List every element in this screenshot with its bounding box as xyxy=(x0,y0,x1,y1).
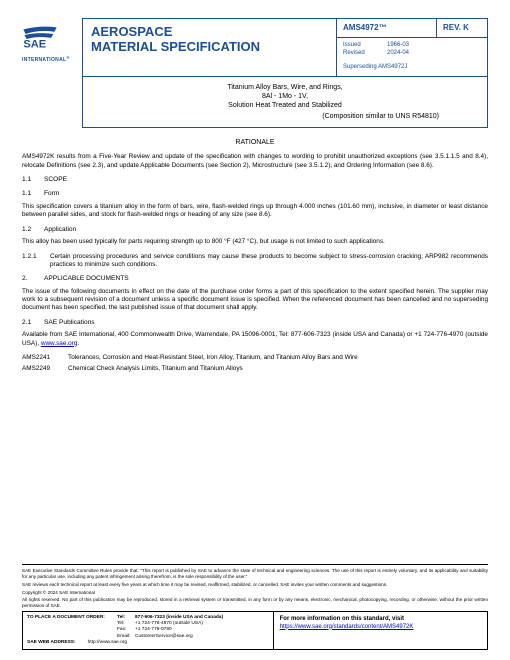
standard-link[interactable]: https://www.sae.org/standards/content/AM… xyxy=(280,624,414,630)
copyright: Copyright © 2024 SAE International xyxy=(22,590,488,596)
form-paragraph: This specification covers a titanium all… xyxy=(22,203,488,220)
fine-print-2: SAE reviews each technical report at lea… xyxy=(22,582,488,588)
rationale-body: AMS4972K results from a Five-Year Review… xyxy=(22,153,488,170)
section-1-1-scope: 1.1SCOPE xyxy=(22,176,488,185)
header-table: AEROSPACE MATERIAL SPECIFICATION AMS4972… xyxy=(82,18,488,77)
doc-title: AEROSPACE MATERIAL SPECIFICATION xyxy=(83,19,337,76)
logo-subtext: INTERNATIONAL® xyxy=(22,57,78,64)
pub-row-ams2241: AMS2241 Tolerances, Corrosion and Heat-R… xyxy=(22,354,488,362)
footer: SAE Executive Standards Committee Rules … xyxy=(22,561,488,650)
sae-wing-icon: SAE xyxy=(22,24,78,54)
footer-contact-row: TO PLACE A DOCUMENT ORDER:Tel:877-606-73… xyxy=(22,611,488,650)
title-band: Titanium Alloy Bars, Wire, and Rings, 8A… xyxy=(82,77,488,128)
section-1-2: 1.2Application xyxy=(22,226,488,235)
section-2: 2.APPLICABLE DOCUMENTS xyxy=(22,275,488,284)
section-1-1-form: 1.1Form xyxy=(22,190,488,199)
applicable-docs-paragraph: The issue of the following documents in … xyxy=(22,288,488,313)
section-2-1: 2.1SAE Publications xyxy=(22,319,488,328)
spec-number: AMS4972™ xyxy=(337,19,437,37)
revision: REV. K xyxy=(437,19,487,37)
fine-print-1: SAE Executive Standards Committee Rules … xyxy=(22,568,488,579)
fine-print-4: All rights reserved. No part of this pub… xyxy=(22,597,488,608)
header: SAE INTERNATIONAL® AEROSPACE MATERIAL SP… xyxy=(22,18,488,128)
section-1-2-1: 1.2.1 Certain processing procedures and … xyxy=(22,253,488,270)
sae-org-link[interactable]: www.sae.org xyxy=(41,340,78,347)
application-paragraph: This alloy has been used typically for p… xyxy=(22,238,488,246)
sae-logo: SAE INTERNATIONAL® xyxy=(22,18,82,64)
pub-row-ams2249: AMS2249 Chemical Check Analysis Limits, … xyxy=(22,365,488,373)
availability-paragraph: Available from SAE International, 400 Co… xyxy=(22,331,488,348)
issue-info: Issued1966-03 Revised2024-04 Superseding… xyxy=(337,38,487,75)
rationale-heading: RATIONALE xyxy=(22,138,488,147)
svg-text:SAE: SAE xyxy=(23,38,46,50)
more-info-label: For more information on this standard, v… xyxy=(280,616,481,624)
